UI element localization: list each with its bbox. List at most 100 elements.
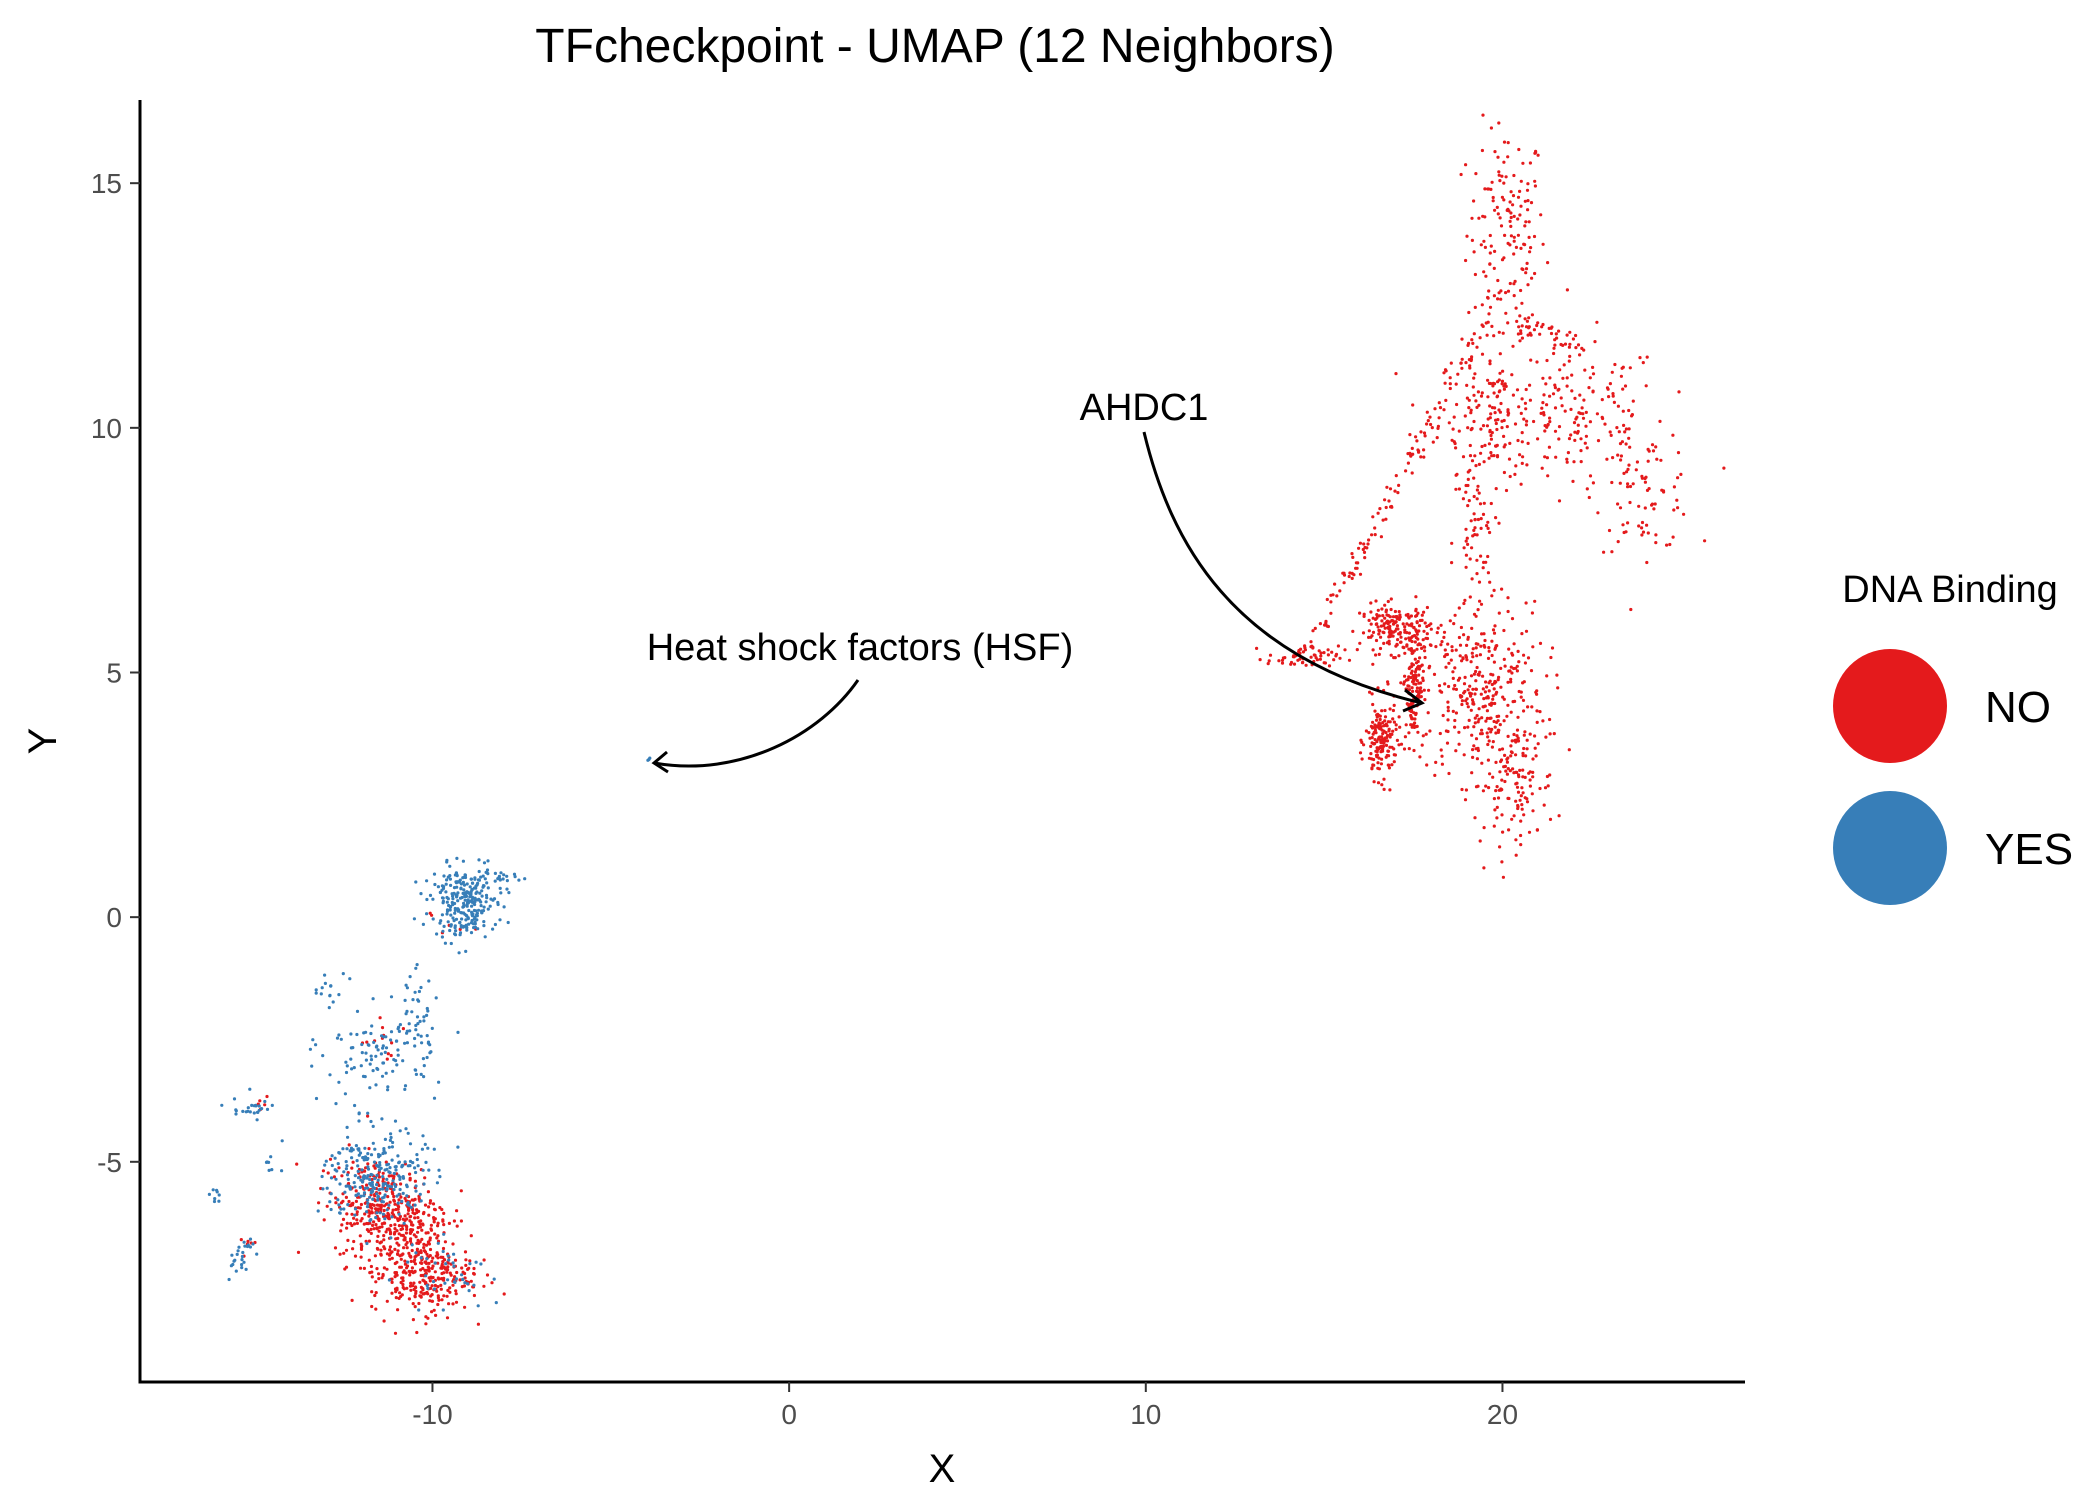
data-point-yes <box>248 1110 252 1114</box>
data-point-no <box>1487 381 1491 385</box>
data-point-yes <box>366 1198 370 1202</box>
data-point-yes <box>479 900 483 904</box>
data-point-no <box>429 1286 433 1290</box>
data-point-no <box>1481 324 1485 328</box>
data-point-no <box>1529 246 1533 250</box>
data-point-yes <box>349 1057 353 1061</box>
data-point-yes <box>316 1209 320 1213</box>
data-point-no <box>1490 653 1494 658</box>
data-point-no <box>429 1228 434 1232</box>
data-point-no <box>1506 756 1510 760</box>
data-point-no <box>1543 429 1547 433</box>
data-point-yes <box>455 856 459 861</box>
data-point-no <box>385 1057 389 1061</box>
data-point-no <box>1499 685 1503 689</box>
data-point-no <box>1386 720 1390 724</box>
data-point-no <box>1650 502 1654 506</box>
data-point-no <box>1624 427 1628 431</box>
data-point-no <box>1520 324 1524 328</box>
data-point-yes <box>353 1207 358 1211</box>
data-point-no <box>1510 617 1515 621</box>
data-point-no <box>1362 542 1366 546</box>
data-point-no <box>472 1266 476 1271</box>
data-point-no <box>1460 337 1464 341</box>
data-point-no <box>1483 645 1487 649</box>
data-point-no <box>436 1285 440 1289</box>
data-point-no <box>430 1259 434 1263</box>
data-point-no <box>1640 520 1645 525</box>
data-point-no <box>1484 680 1488 684</box>
data-point-yes <box>408 1159 413 1163</box>
data-point-no <box>1323 623 1327 627</box>
data-point-no <box>1495 714 1499 719</box>
data-point-no <box>1516 773 1521 777</box>
data-point-no <box>1390 763 1394 767</box>
data-point-no <box>1489 412 1493 416</box>
data-point-no <box>469 1279 473 1283</box>
data-point-no <box>432 1217 436 1221</box>
data-point-no <box>436 1224 440 1228</box>
data-point-no <box>1540 406 1544 410</box>
data-point-no <box>412 1281 416 1285</box>
data-point-no <box>1618 506 1623 510</box>
data-point-yes <box>338 1151 342 1155</box>
data-point-yes <box>406 1260 410 1264</box>
data-point-no <box>1416 664 1421 669</box>
data-point-yes <box>485 868 490 872</box>
data-point-yes <box>336 1162 340 1166</box>
data-point-no <box>1380 783 1384 787</box>
data-point-yes <box>456 891 460 895</box>
data-point-no <box>1465 643 1469 648</box>
data-point-yes <box>421 922 425 927</box>
data-point-yes <box>232 1097 237 1101</box>
data-point-no <box>1527 235 1531 239</box>
data-point-yes <box>248 1245 252 1249</box>
data-point-yes <box>474 886 478 890</box>
data-point-no <box>1510 817 1514 821</box>
data-point-no <box>1451 676 1455 681</box>
data-point-no <box>1469 408 1473 412</box>
data-point-no <box>1386 749 1390 753</box>
annotation-hsf-label: Heat shock factors (HSF) <box>647 627 1074 669</box>
data-point-yes <box>375 1192 379 1196</box>
data-point-no <box>1513 422 1518 426</box>
data-point-no <box>1380 757 1384 761</box>
data-point-yes <box>458 896 463 900</box>
data-point-no <box>1384 517 1388 521</box>
data-point-no <box>1493 411 1497 415</box>
data-point-no <box>436 1302 440 1307</box>
data-point-no <box>1535 709 1539 713</box>
data-point-no <box>1488 428 1492 433</box>
data-point-no <box>1627 408 1631 413</box>
data-point-yes <box>244 1110 248 1114</box>
data-point-yes <box>270 1168 274 1172</box>
data-point-yes <box>498 886 502 891</box>
data-point-no <box>1418 643 1423 647</box>
data-point-no <box>1481 674 1485 678</box>
data-point-yes <box>240 1254 244 1259</box>
data-point-no <box>1473 518 1477 522</box>
data-point-no <box>1404 637 1408 641</box>
data-point-no <box>1527 220 1531 224</box>
data-point-no <box>1450 649 1454 653</box>
data-point-yes <box>415 1153 419 1157</box>
data-point-no <box>374 1307 378 1311</box>
data-point-no <box>1504 175 1508 179</box>
data-point-no <box>339 1229 343 1233</box>
data-point-no <box>1451 670 1455 674</box>
data-point-no <box>1505 772 1509 776</box>
data-point-no <box>436 1256 440 1260</box>
data-point-no <box>389 1223 393 1228</box>
data-point-no <box>439 1255 443 1259</box>
data-point-no <box>424 1315 428 1319</box>
data-point-no <box>1453 666 1457 670</box>
data-point-no <box>1429 622 1433 626</box>
data-point-no <box>1573 430 1577 434</box>
data-point-no <box>1584 410 1588 414</box>
data-point-yes <box>366 1186 370 1190</box>
data-point-yes <box>357 1148 361 1152</box>
data-point-no <box>1489 451 1493 455</box>
data-point-no <box>1492 687 1496 691</box>
data-point-no <box>1466 688 1470 692</box>
data-point-no <box>1438 731 1442 736</box>
